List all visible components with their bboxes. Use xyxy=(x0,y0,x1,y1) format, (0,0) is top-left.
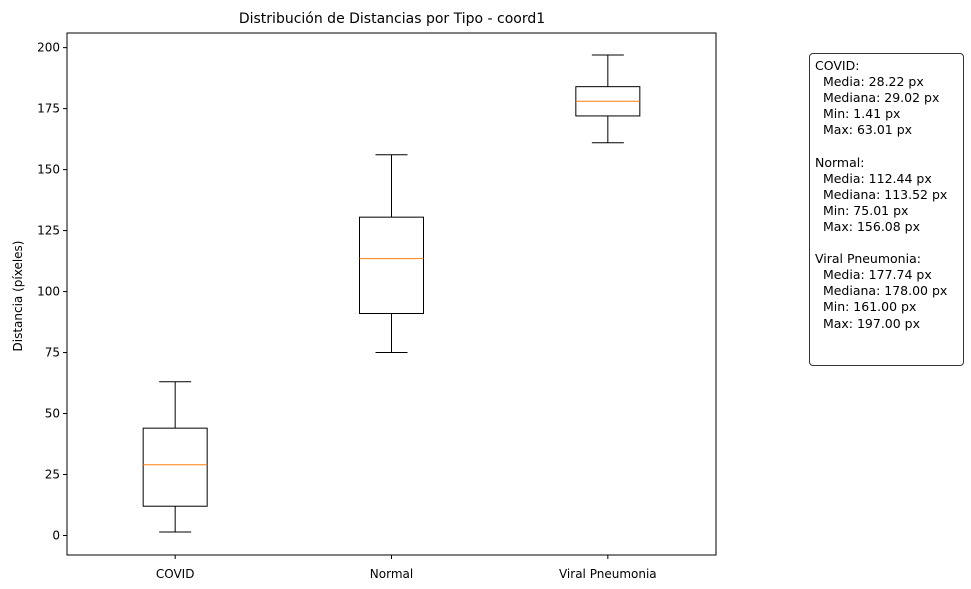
stats-line: Min: 1.41 px xyxy=(815,106,901,122)
y-tick-label: 25 xyxy=(45,468,60,482)
stats-line: Mediana: 29.02 px xyxy=(815,90,940,106)
y-axis: 0 25 50 75 100 125 150 175 200 xyxy=(37,41,67,542)
y-axis-label: Distancia (píxeles) xyxy=(11,241,25,352)
y-tick-label: 175 xyxy=(37,102,60,116)
stats-line: Min: 161.00 px xyxy=(815,299,917,315)
stats-line: Max: 63.01 px xyxy=(815,122,913,138)
y-tick-label: 150 xyxy=(37,163,60,177)
x-tick-label: COVID xyxy=(156,567,195,581)
stats-line: Normal: xyxy=(815,154,865,170)
stats-line: Media: 28.22 px xyxy=(815,74,924,90)
stats-line: Media: 177.74 px xyxy=(815,267,932,283)
chart-title: Distribución de Distancias por Tipo - co… xyxy=(239,11,545,27)
stats-line: Viral Pneumonia: xyxy=(815,251,921,267)
stats-line: COVID: xyxy=(815,58,860,73)
stats-line: Mediana: 113.52 px xyxy=(815,186,948,202)
box-iqr xyxy=(142,427,208,507)
x-tick-label: Normal xyxy=(370,567,413,581)
stats-line: Max: 156.08 px xyxy=(815,218,921,234)
y-tick-label: 50 xyxy=(45,407,60,421)
box-iqr xyxy=(359,216,424,315)
y-tick-label: 100 xyxy=(37,285,60,299)
y-tick-label: 0 xyxy=(52,528,60,542)
stats-line: Media: 112.44 px xyxy=(815,170,932,186)
x-tick-label: Viral Pneumonia xyxy=(559,567,657,581)
stats-line: Max: 197.00 px xyxy=(815,315,921,331)
y-tick-label: 75 xyxy=(45,346,60,360)
y-tick-label: 200 xyxy=(37,41,60,55)
stats-line: Mediana: 178.00 px xyxy=(815,283,948,299)
plot-area-frame xyxy=(66,32,717,556)
y-tick-label: 125 xyxy=(37,224,60,238)
stats-line xyxy=(815,235,963,251)
stats-line: Min: 75.01 px xyxy=(815,202,909,218)
boxes-group xyxy=(142,54,641,533)
stats-line xyxy=(815,138,963,154)
x-axis: COVID Normal Viral Pneumonia xyxy=(156,555,657,581)
statistics-box: COVID: Media: 28.22 px Mediana: 29.02 px… xyxy=(809,53,964,366)
